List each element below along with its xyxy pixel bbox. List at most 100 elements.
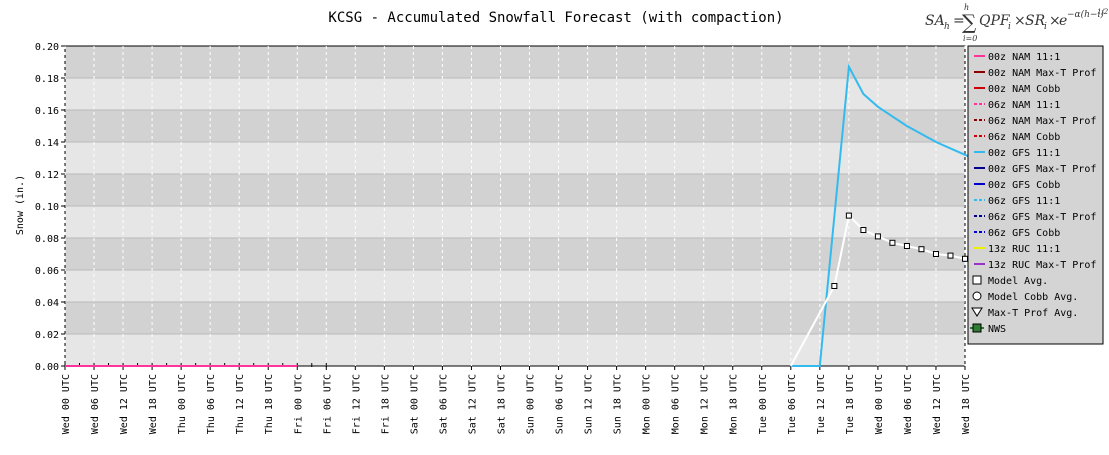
y-tick-label: 0.08 [35,234,59,245]
model-avg-point [932,251,939,257]
formula-body-sub: i [1008,22,1011,32]
legend-box [967,45,1104,345]
legend-label: 06z NAM Cobb [988,132,1060,143]
y-axis: 0.00 0.02 0.04 0.06 0.08 0.10 0.12 0.14 0.16 0.18… [35,42,65,373]
x-tick-label: Sat 18 UTC [496,374,507,434]
grid-band [65,78,965,110]
legend-label: Max-T Prof Avg. [988,308,1078,319]
y-tick-label: 0.20 [35,42,59,53]
x-tick-label: Thu 18 UTC [264,374,275,434]
legend-filled-square-icon [972,323,982,333]
formula-lhs-sub: h [944,22,950,32]
x-tick-label: Sat 12 UTC [467,374,478,434]
y-tick-label: 0.14 [35,138,59,149]
grid-band [65,302,965,334]
model-avg-point [845,212,852,219]
x-tick-label: Tue 00 UTC [758,374,769,434]
x-tick-label: Mon 00 UTC [642,374,653,434]
y-tick-label: 0.10 [35,202,59,213]
legend-label: 00z GFS Cobb [988,180,1060,191]
legend-label: 06z NAM 11:1 [988,100,1060,111]
legend-label: NWS [988,324,1006,335]
legend-label: Model Cobb Avg. [988,292,1078,303]
x-tick-label: Wed 00 UTC [61,374,72,434]
formula-sr: SR [1025,13,1046,29]
formula-sum: ∑ [962,10,977,34]
formula-exponent: −α(h−i) [1067,9,1104,20]
legend-label: 06z NAM Max-T Prof [988,116,1096,127]
x-tick-label: Tue 12 UTC [816,374,827,434]
legend-label: 00z GFS 11:1 [988,148,1060,159]
x-tick-label: Thu 00 UTC [177,374,188,434]
x-tick-label: Mon 18 UTC [729,374,740,434]
x-tick-label: Wed 00 UTC [874,374,885,434]
legend-label: 13z RUC 11:1 [988,244,1060,255]
legend-triangle-icon [971,307,983,317]
model-avg-point [860,227,867,233]
formula-exp-frac: 1/2 [1097,8,1109,16]
legend-square-icon [972,275,982,285]
formula-sum-top: h [964,3,969,12]
x-tick-label: Tue 06 UTC [787,374,798,434]
model-avg-point [962,255,968,262]
formula-body: QPF [979,13,1011,29]
x-tick-label: Wed 18 UTC [148,374,159,434]
grid [64,46,966,366]
formula-sum-bottom: i=0 [963,34,977,43]
x-tick-label: Sun 06 UTC [555,374,566,434]
legend-label: 00z GFS Max-T Prof [988,164,1096,175]
x-tick-label: Wed 18 UTC [961,374,972,434]
x-tick-label: Wed 12 UTC [932,374,943,434]
x-tick-label: Fri 18 UTC [380,374,391,434]
model-avg-point [889,239,896,246]
model-avg-point [831,283,838,289]
x-tick-label: Sun 18 UTC [613,374,624,434]
y-tick-label: 0.00 [35,362,59,373]
chart-title: KCSG - Accumulated Snowfall Forecast (wi… [328,10,783,26]
model-avg-point [874,233,881,240]
legend-label: 13z RUC Max-T Prof [988,260,1096,271]
x-tick-label: Thu 06 UTC [206,374,217,434]
legend-label: 06z GFS Max-T Prof [988,212,1096,223]
y-axis-label: Snow (in.) [15,175,26,235]
x-tick-label: Sat 06 UTC [438,374,449,434]
grid-band [65,334,965,366]
x-tick-label: Sun 00 UTC [526,374,537,434]
x-tick-label: Mon 12 UTC [700,374,711,434]
legend-label: 00z NAM 11:1 [988,52,1060,63]
model-avg-point [918,246,925,253]
legend-label: Model Avg. [988,276,1048,287]
x-tick-label: Sun 12 UTC [584,374,595,434]
model-avg-point [903,243,910,249]
formula-eq: = [953,13,965,29]
grid-band [65,238,965,270]
x-tick-label: Wed 06 UTC [903,374,914,434]
legend-label: 00z NAM Max-T Prof [988,68,1096,79]
x-tick-label: Fri 00 UTC [293,374,304,434]
x-axis: Wed 00 UTC Wed 06 UTC Wed 12 UTC Wed 18 UTC… [61,366,972,434]
x-tick-label: Wed 06 UTC [90,374,101,434]
legend-label: 06z GFS 11:1 [988,196,1060,207]
formula-times: × [1014,13,1026,29]
formula-times2: × [1049,13,1061,29]
x-tick-label: Fri 06 UTC [322,374,333,434]
grid-band [65,142,965,174]
y-tick-label: 0.06 [35,266,59,277]
y-tick-label: 0.12 [35,170,59,181]
formula-e: e [1059,13,1067,29]
x-tick-label: Thu 12 UTC [235,374,246,434]
y-tick-label: 0.02 [35,330,59,341]
x-tick-label: Sat 00 UTC [409,374,420,434]
x-tick-label: Mon 06 UTC [671,374,682,434]
y-tick-label: 0.18 [35,74,59,85]
y-tick-label: 0.04 [35,298,59,309]
x-tick-label: Fri 12 UTC [351,374,362,434]
plot-background [64,45,966,367]
grid-band [65,46,965,78]
grid-band [65,174,965,206]
legend-circle-icon [972,291,982,301]
grid-band [65,206,965,238]
legend: 00z NAM 11:1 00z NAM Max-T Prof 00z NAM Co… [967,45,1104,345]
